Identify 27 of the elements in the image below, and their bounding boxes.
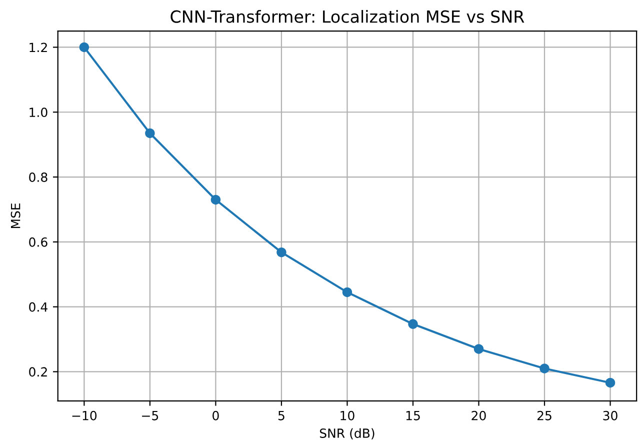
chart-title: CNN-Transformer: Localization MSE vs SNR xyxy=(170,10,524,23)
point xyxy=(605,378,616,388)
y-tick-label: 1.2 xyxy=(30,42,47,52)
point xyxy=(540,364,550,374)
point xyxy=(342,287,352,298)
x-tick-label: 15 xyxy=(406,411,420,420)
point xyxy=(408,319,418,329)
y-tick-label: 0.6 xyxy=(29,237,48,247)
point xyxy=(210,194,221,205)
x-tick-label: 25 xyxy=(537,410,552,420)
point xyxy=(474,344,484,354)
y-axis-title: MSE xyxy=(10,203,20,228)
x-tick-label: −10 xyxy=(72,410,97,420)
x-tick-label: 30 xyxy=(603,410,618,420)
y-tick-label: 0.4 xyxy=(29,302,48,312)
point xyxy=(79,42,90,52)
x-tick-label: 5 xyxy=(278,411,284,420)
point xyxy=(145,128,155,138)
x-tick-label: −5 xyxy=(142,411,158,420)
x-tick-label: 20 xyxy=(472,410,486,420)
y-tick-label: 1.0 xyxy=(30,108,48,118)
y-tick-label: 0.2 xyxy=(29,367,47,377)
x-tick-label: 10 xyxy=(340,410,354,420)
x-axis-title: SNR (dB) xyxy=(320,428,374,440)
point xyxy=(276,247,286,258)
y-tick-label: 0.8 xyxy=(29,172,48,182)
x-tick-label: 0 xyxy=(212,410,219,420)
